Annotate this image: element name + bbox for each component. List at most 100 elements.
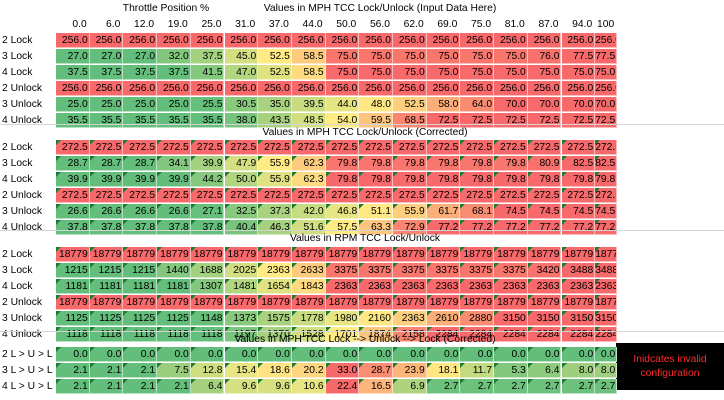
value-cell[interactable]: 272.5	[393, 188, 427, 203]
value-cell[interactable]: 27.0	[89, 49, 124, 64]
value-cell[interactable]: 42.0	[291, 204, 326, 219]
value-cell[interactable]: 3488	[595, 263, 618, 278]
value-cell[interactable]: 2633	[291, 263, 326, 278]
value-cell[interactable]: 2.7	[527, 379, 562, 394]
value-cell[interactable]: 0.0	[359, 347, 393, 362]
value-cell[interactable]: 0.0	[426, 347, 461, 362]
value-cell[interactable]: 3375	[359, 263, 393, 278]
value-cell[interactable]: 3150	[527, 311, 562, 326]
value-cell[interactable]: 3375	[325, 263, 360, 278]
value-cell[interactable]: 75.0	[325, 49, 360, 64]
value-cell[interactable]: 37.5	[56, 65, 90, 80]
value-cell[interactable]: 272.5	[56, 140, 90, 155]
value-cell[interactable]: 1125	[89, 311, 124, 326]
value-cell[interactable]: 272.5	[393, 140, 427, 155]
value-cell[interactable]: 79.8	[325, 156, 360, 171]
value-cell[interactable]: 2.1	[56, 379, 90, 394]
value-cell[interactable]: 68.1	[460, 204, 495, 219]
value-cell[interactable]: 2363	[393, 311, 427, 326]
value-cell[interactable]: 1215	[89, 263, 124, 278]
value-cell[interactable]: 75.0	[561, 65, 596, 80]
value-cell[interactable]: 39.9	[123, 172, 158, 187]
value-cell[interactable]: 1118	[190, 327, 225, 342]
value-cell[interactable]: 272.5	[527, 140, 562, 155]
value-cell[interactable]: 272.5	[224, 140, 259, 155]
value-cell[interactable]: 18779	[325, 247, 360, 262]
value-cell[interactable]: 1980	[325, 311, 360, 326]
value-cell[interactable]: 272.5	[190, 188, 225, 203]
value-cell[interactable]: 272.5	[89, 188, 124, 203]
value-cell[interactable]: 72.5	[595, 113, 618, 128]
value-cell[interactable]: 18779	[393, 247, 427, 262]
value-cell[interactable]: 2284	[527, 327, 562, 342]
value-cell[interactable]: 1215	[123, 263, 158, 278]
value-cell[interactable]: 27.0	[123, 49, 158, 64]
value-cell[interactable]: 2.1	[89, 379, 124, 394]
value-cell[interactable]: 8.0	[561, 363, 596, 378]
value-cell[interactable]: 27.0	[56, 49, 90, 64]
value-cell[interactable]: 70.0	[595, 97, 618, 112]
value-cell[interactable]: 2363	[325, 279, 360, 294]
value-cell[interactable]: 256.0	[460, 33, 495, 48]
value-cell[interactable]: 79.8	[359, 172, 393, 187]
value-cell[interactable]: 45.0	[224, 49, 259, 64]
value-cell[interactable]: 75.0	[460, 49, 495, 64]
value-cell[interactable]: 256.0	[258, 33, 292, 48]
value-cell[interactable]: 50.0	[224, 172, 259, 187]
value-cell[interactable]: 77.2	[595, 220, 618, 235]
value-cell[interactable]: 272.5	[291, 140, 326, 155]
value-cell[interactable]: 0.0	[224, 347, 259, 362]
value-cell[interactable]: 18779	[561, 295, 596, 310]
value-cell[interactable]: 0.0	[494, 347, 528, 362]
value-cell[interactable]: 18.6	[258, 363, 292, 378]
value-cell[interactable]: 18779	[56, 247, 90, 262]
value-cell[interactable]: 58.5	[291, 49, 326, 64]
value-cell[interactable]: 1118	[157, 327, 191, 342]
value-cell[interactable]: 44.0	[325, 97, 360, 112]
value-cell[interactable]: 75.0	[426, 65, 461, 80]
value-cell[interactable]: 75.0	[460, 65, 495, 80]
value-cell[interactable]: 2284	[426, 327, 461, 342]
value-cell[interactable]: 272.5	[426, 140, 461, 155]
value-cell[interactable]: 11.7	[460, 363, 495, 378]
value-cell[interactable]: 6.9	[393, 379, 427, 394]
value-cell[interactable]: 38.0	[224, 113, 259, 128]
value-cell[interactable]: 2.7	[494, 379, 528, 394]
value-cell[interactable]: 79.8	[494, 156, 528, 171]
value-cell[interactable]: 18779	[258, 295, 292, 310]
value-cell[interactable]: 55.9	[258, 156, 292, 171]
value-cell[interactable]: 1125	[157, 311, 191, 326]
value-cell[interactable]: 1654	[258, 279, 292, 294]
value-cell[interactable]: 18.1	[426, 363, 461, 378]
value-cell[interactable]: 1688	[190, 263, 225, 278]
value-cell[interactable]: 72.5	[527, 113, 562, 128]
value-cell[interactable]: 28.7	[89, 156, 124, 171]
value-cell[interactable]: 272.5	[359, 188, 393, 203]
value-cell[interactable]: 37.8	[157, 220, 191, 235]
value-cell[interactable]: 1118	[56, 327, 90, 342]
value-cell[interactable]: 1125	[56, 311, 90, 326]
value-cell[interactable]: 72.5	[561, 113, 596, 128]
value-cell[interactable]: 47.0	[224, 65, 259, 80]
value-cell[interactable]: 2.7	[460, 379, 495, 394]
value-cell[interactable]: 2284	[460, 327, 495, 342]
value-cell[interactable]: 2880	[460, 311, 495, 326]
value-cell[interactable]: 18779	[460, 247, 495, 262]
value-cell[interactable]: 46.8	[325, 204, 360, 219]
value-cell[interactable]: 2284	[494, 327, 528, 342]
value-cell[interactable]: 72.9	[393, 220, 427, 235]
value-cell[interactable]: 57.5	[325, 220, 360, 235]
value-cell[interactable]: 0.0	[595, 347, 618, 362]
value-cell[interactable]: 77.2	[460, 220, 495, 235]
value-cell[interactable]: 2284	[595, 327, 618, 342]
value-cell[interactable]: 272.5	[494, 188, 528, 203]
value-cell[interactable]: 28.7	[56, 156, 90, 171]
value-cell[interactable]: 272.5	[325, 188, 360, 203]
value-cell[interactable]: 1181	[89, 279, 124, 294]
value-cell[interactable]: 75.0	[325, 65, 360, 80]
value-cell[interactable]: 35.5	[123, 113, 158, 128]
value-cell[interactable]: 70.0	[494, 97, 528, 112]
value-cell[interactable]: 272.5	[460, 188, 495, 203]
value-cell[interactable]: 2363	[595, 279, 618, 294]
value-cell[interactable]: 272.5	[325, 140, 360, 155]
